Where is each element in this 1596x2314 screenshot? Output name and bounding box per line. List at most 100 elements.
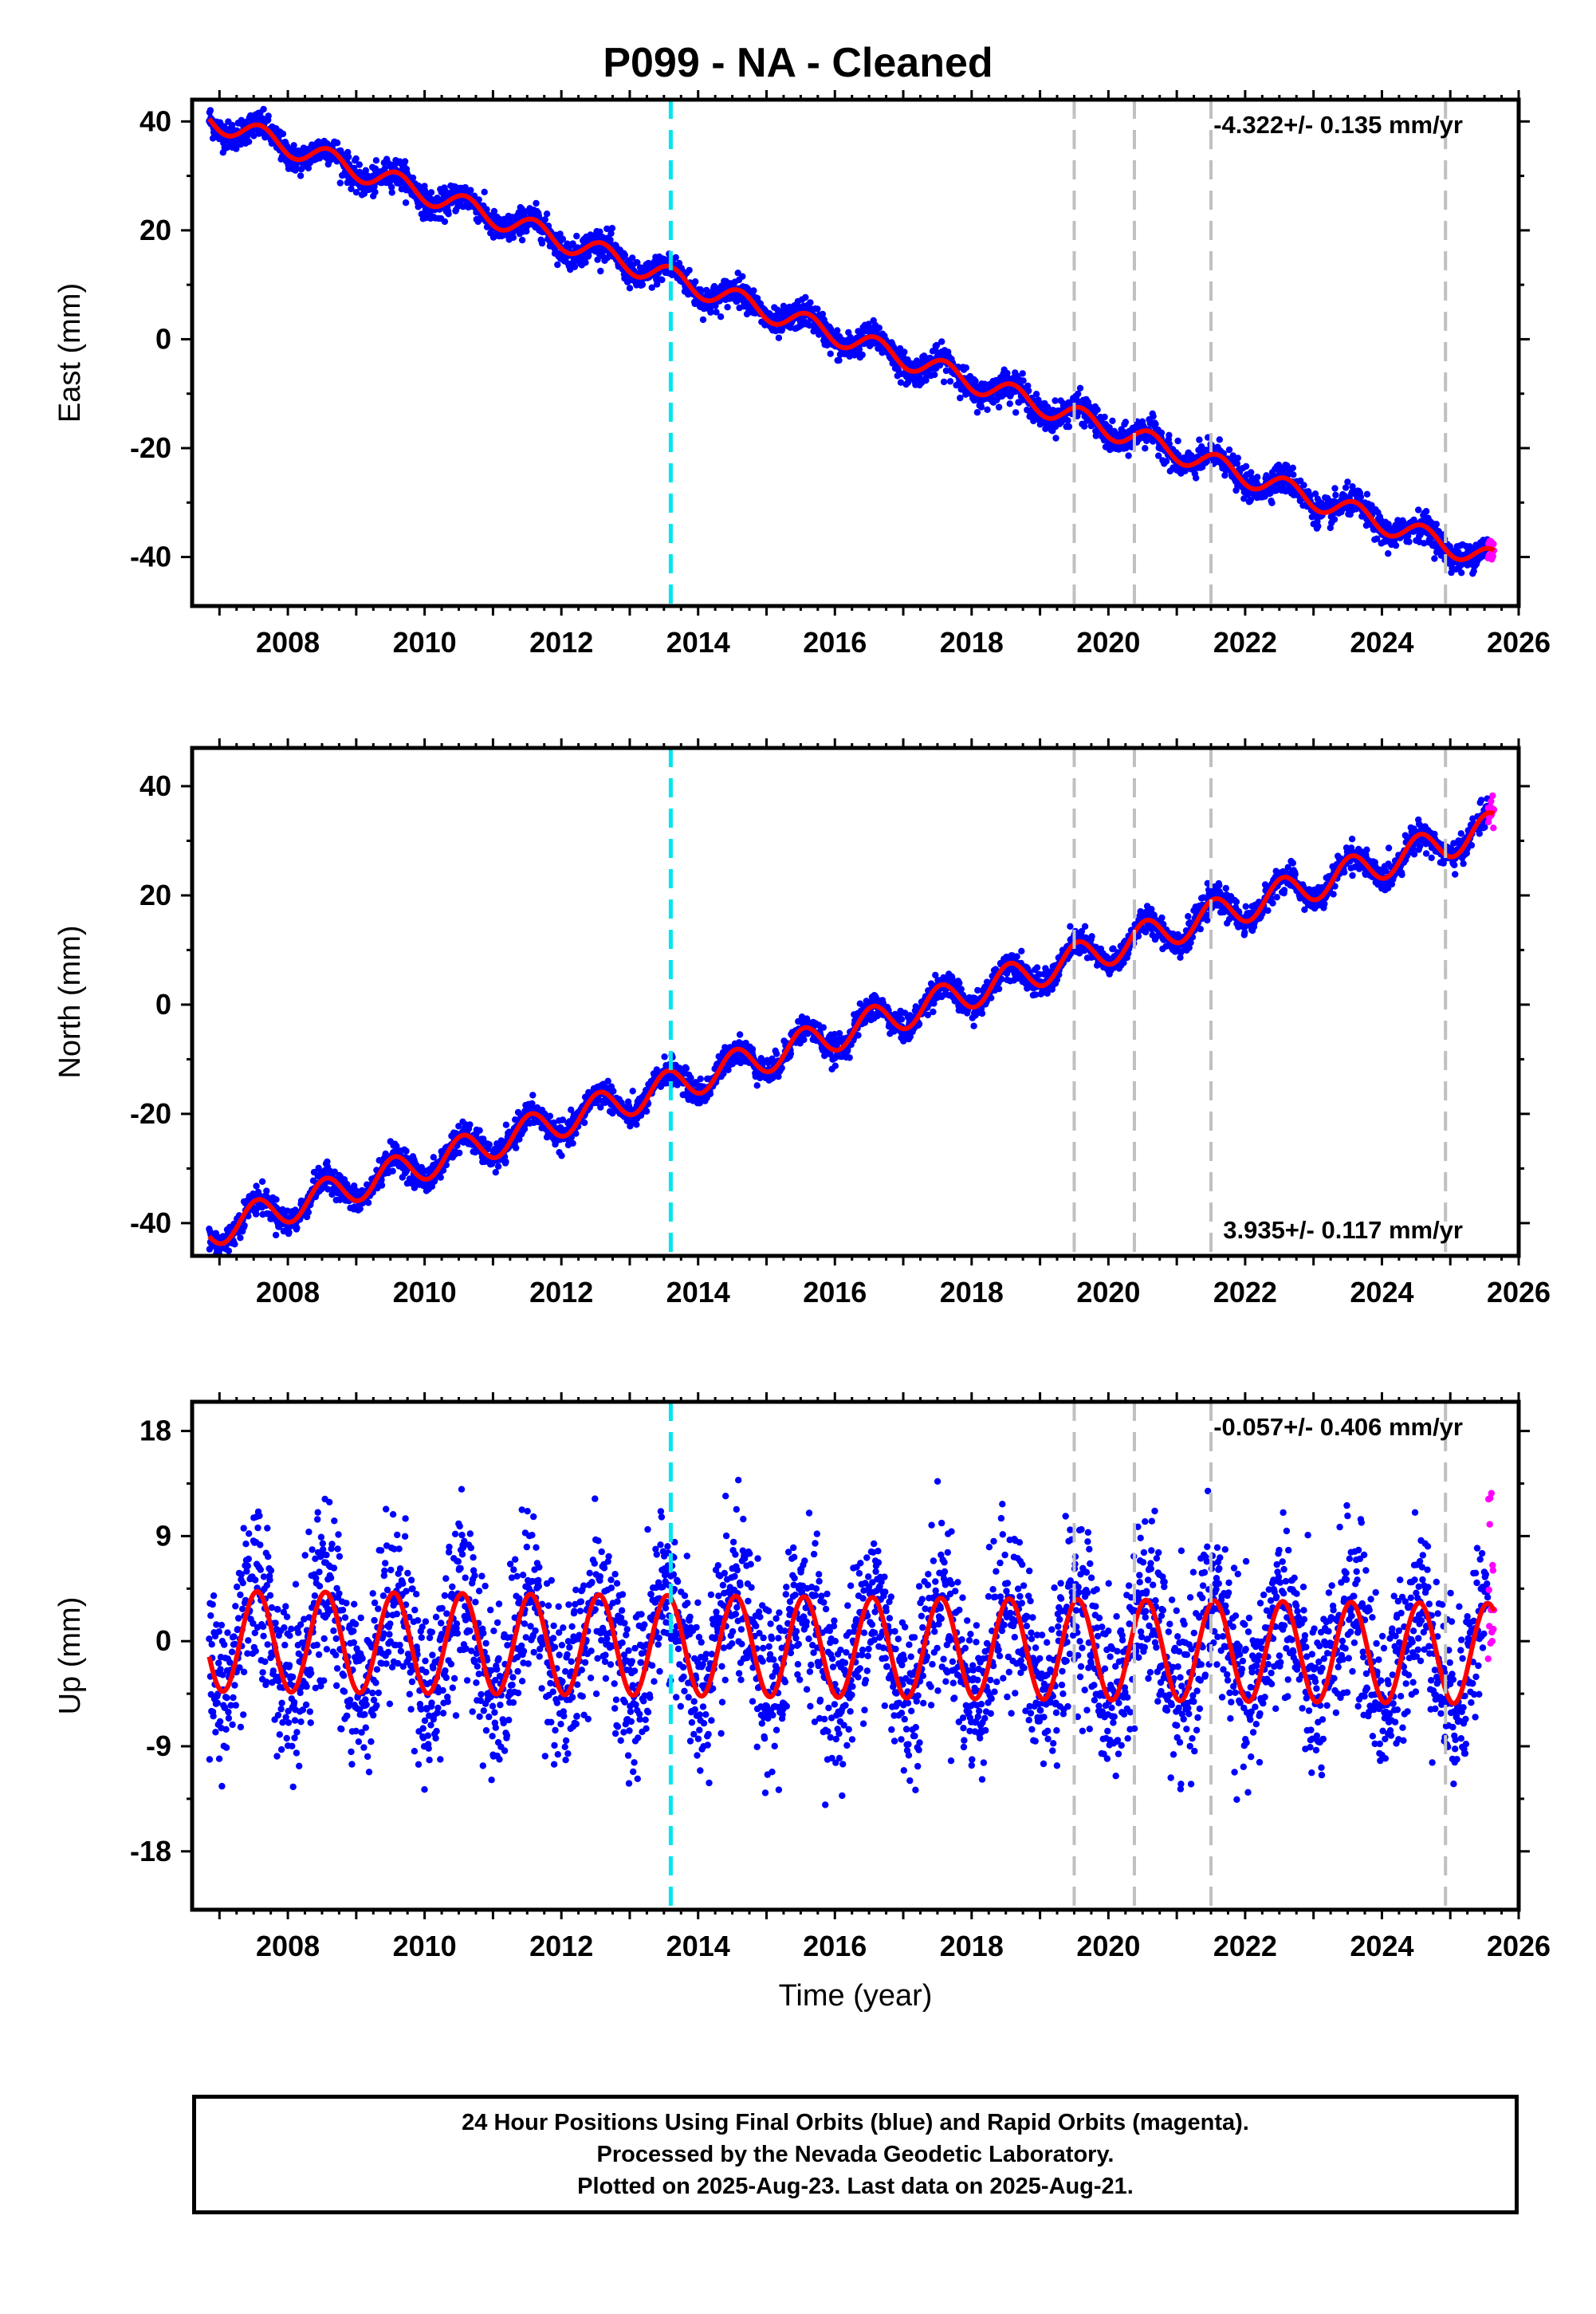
final-orbit-point	[835, 356, 843, 364]
final-orbit-point	[543, 211, 551, 218]
final-orbit-point	[1166, 440, 1173, 447]
final-orbit-point	[643, 1108, 651, 1115]
x-tick-label: 2012	[529, 626, 593, 659]
final-orbit-point	[855, 346, 863, 353]
final-orbit-point	[897, 379, 905, 386]
final-orbit-point	[571, 263, 579, 270]
final-orbit-point	[546, 1112, 554, 1120]
final-orbit-point	[356, 161, 363, 168]
final-orbit-point	[273, 1196, 280, 1203]
final-orbit-point	[1455, 549, 1462, 556]
final-orbit-point	[467, 187, 474, 194]
final-orbit-point	[456, 1149, 463, 1157]
final-orbit-point	[558, 1152, 565, 1159]
final-orbit-point	[569, 1139, 576, 1147]
final-orbit-point	[661, 1053, 668, 1061]
final-orbit-point	[388, 189, 395, 196]
final-orbit-point	[1024, 382, 1032, 390]
final-orbit-point	[297, 172, 305, 179]
final-orbit-point	[1289, 464, 1297, 471]
final-orbit-point	[249, 127, 257, 134]
x-tick-label: 2014	[666, 626, 730, 659]
x-tick-label: 2016	[803, 626, 867, 659]
final-orbit-point	[1155, 452, 1162, 459]
final-orbit-point	[629, 254, 636, 262]
final-orbit-point	[1315, 522, 1322, 529]
final-orbit-point	[518, 236, 526, 244]
final-orbit-point	[538, 239, 546, 247]
final-orbit-point	[492, 1169, 499, 1176]
final-orbit-point	[1405, 538, 1413, 545]
final-orbit-point	[1044, 403, 1052, 411]
final-orbit-point	[285, 1229, 293, 1236]
final-orbit-point	[352, 189, 360, 196]
final-orbit-point	[1392, 541, 1400, 549]
rapid-orbit-point	[1489, 553, 1497, 560]
final-orbit-point	[713, 309, 720, 316]
final-orbit-point	[378, 1182, 386, 1189]
final-orbit-point	[1342, 484, 1350, 491]
final-orbit-point	[580, 1119, 588, 1127]
final-orbit-point	[409, 174, 417, 182]
final-orbit-point	[1248, 469, 1255, 476]
final-orbit-point	[569, 240, 576, 247]
final-orbit-point	[819, 310, 827, 318]
final-orbit-point	[336, 179, 344, 187]
y-axis-label: East (mm)	[53, 283, 87, 423]
final-orbit-point	[1065, 423, 1073, 431]
final-orbit-point	[1081, 423, 1088, 430]
final-orbit-point	[940, 378, 948, 386]
final-orbit-point	[279, 130, 287, 138]
final-orbit-point	[1122, 419, 1130, 426]
final-orbit-point	[1152, 420, 1159, 428]
model-curve	[207, 117, 1496, 562]
final-orbit-point	[253, 1183, 260, 1190]
final-orbit-point	[333, 140, 341, 147]
rapid-orbit-point	[1490, 541, 1497, 548]
final-orbit-point	[1020, 377, 1027, 384]
final-orbit-point	[324, 1158, 331, 1166]
final-orbit-point	[1357, 494, 1365, 501]
final-orbit-point	[485, 1141, 493, 1148]
final-orbit-point	[1101, 413, 1108, 421]
final-orbit-point	[502, 1158, 509, 1166]
final-orbit-point	[476, 1127, 483, 1134]
final-orbit-point	[371, 188, 379, 196]
final-orbit-point	[1150, 412, 1157, 420]
final-orbit-point	[802, 293, 809, 301]
final-orbit-point	[594, 256, 601, 263]
final-orbit-point	[221, 123, 228, 130]
final-orbit-point	[596, 228, 603, 235]
x-tick-label: 2022	[1213, 626, 1277, 659]
final-orbit-point	[1094, 406, 1101, 413]
final-orbit-point	[1234, 455, 1242, 462]
final-orbit-point	[272, 1231, 280, 1239]
final-orbit-point	[466, 1121, 474, 1128]
final-orbit-point	[250, 132, 257, 140]
final-orbit-point	[1233, 460, 1241, 467]
final-orbit-point	[658, 276, 666, 284]
final-orbit-point	[206, 107, 214, 114]
final-orbit-point	[1193, 474, 1200, 482]
final-orbit-point	[1458, 569, 1465, 577]
x-tick-label: 2018	[940, 626, 1004, 659]
final-orbit-point	[1216, 436, 1224, 443]
final-orbit-point	[621, 251, 628, 259]
final-orbit-point	[231, 1241, 238, 1248]
final-orbit-point	[437, 1174, 444, 1181]
final-orbit-point	[692, 278, 699, 285]
final-orbit-point	[639, 281, 647, 289]
final-orbit-point	[1125, 452, 1132, 459]
final-orbit-point	[241, 1222, 248, 1230]
final-orbit-point	[724, 304, 731, 311]
y-tick-label: 40	[140, 104, 171, 137]
final-orbit-point	[931, 371, 938, 379]
final-orbit-point	[402, 199, 410, 207]
final-orbit-point	[1300, 482, 1307, 489]
final-orbit-point	[1268, 499, 1276, 506]
final-orbit-point	[977, 403, 985, 411]
final-orbit-point	[1385, 550, 1392, 557]
final-orbit-point	[1075, 390, 1082, 398]
final-orbit-point	[859, 351, 866, 359]
final-orbit-point	[682, 1065, 690, 1072]
